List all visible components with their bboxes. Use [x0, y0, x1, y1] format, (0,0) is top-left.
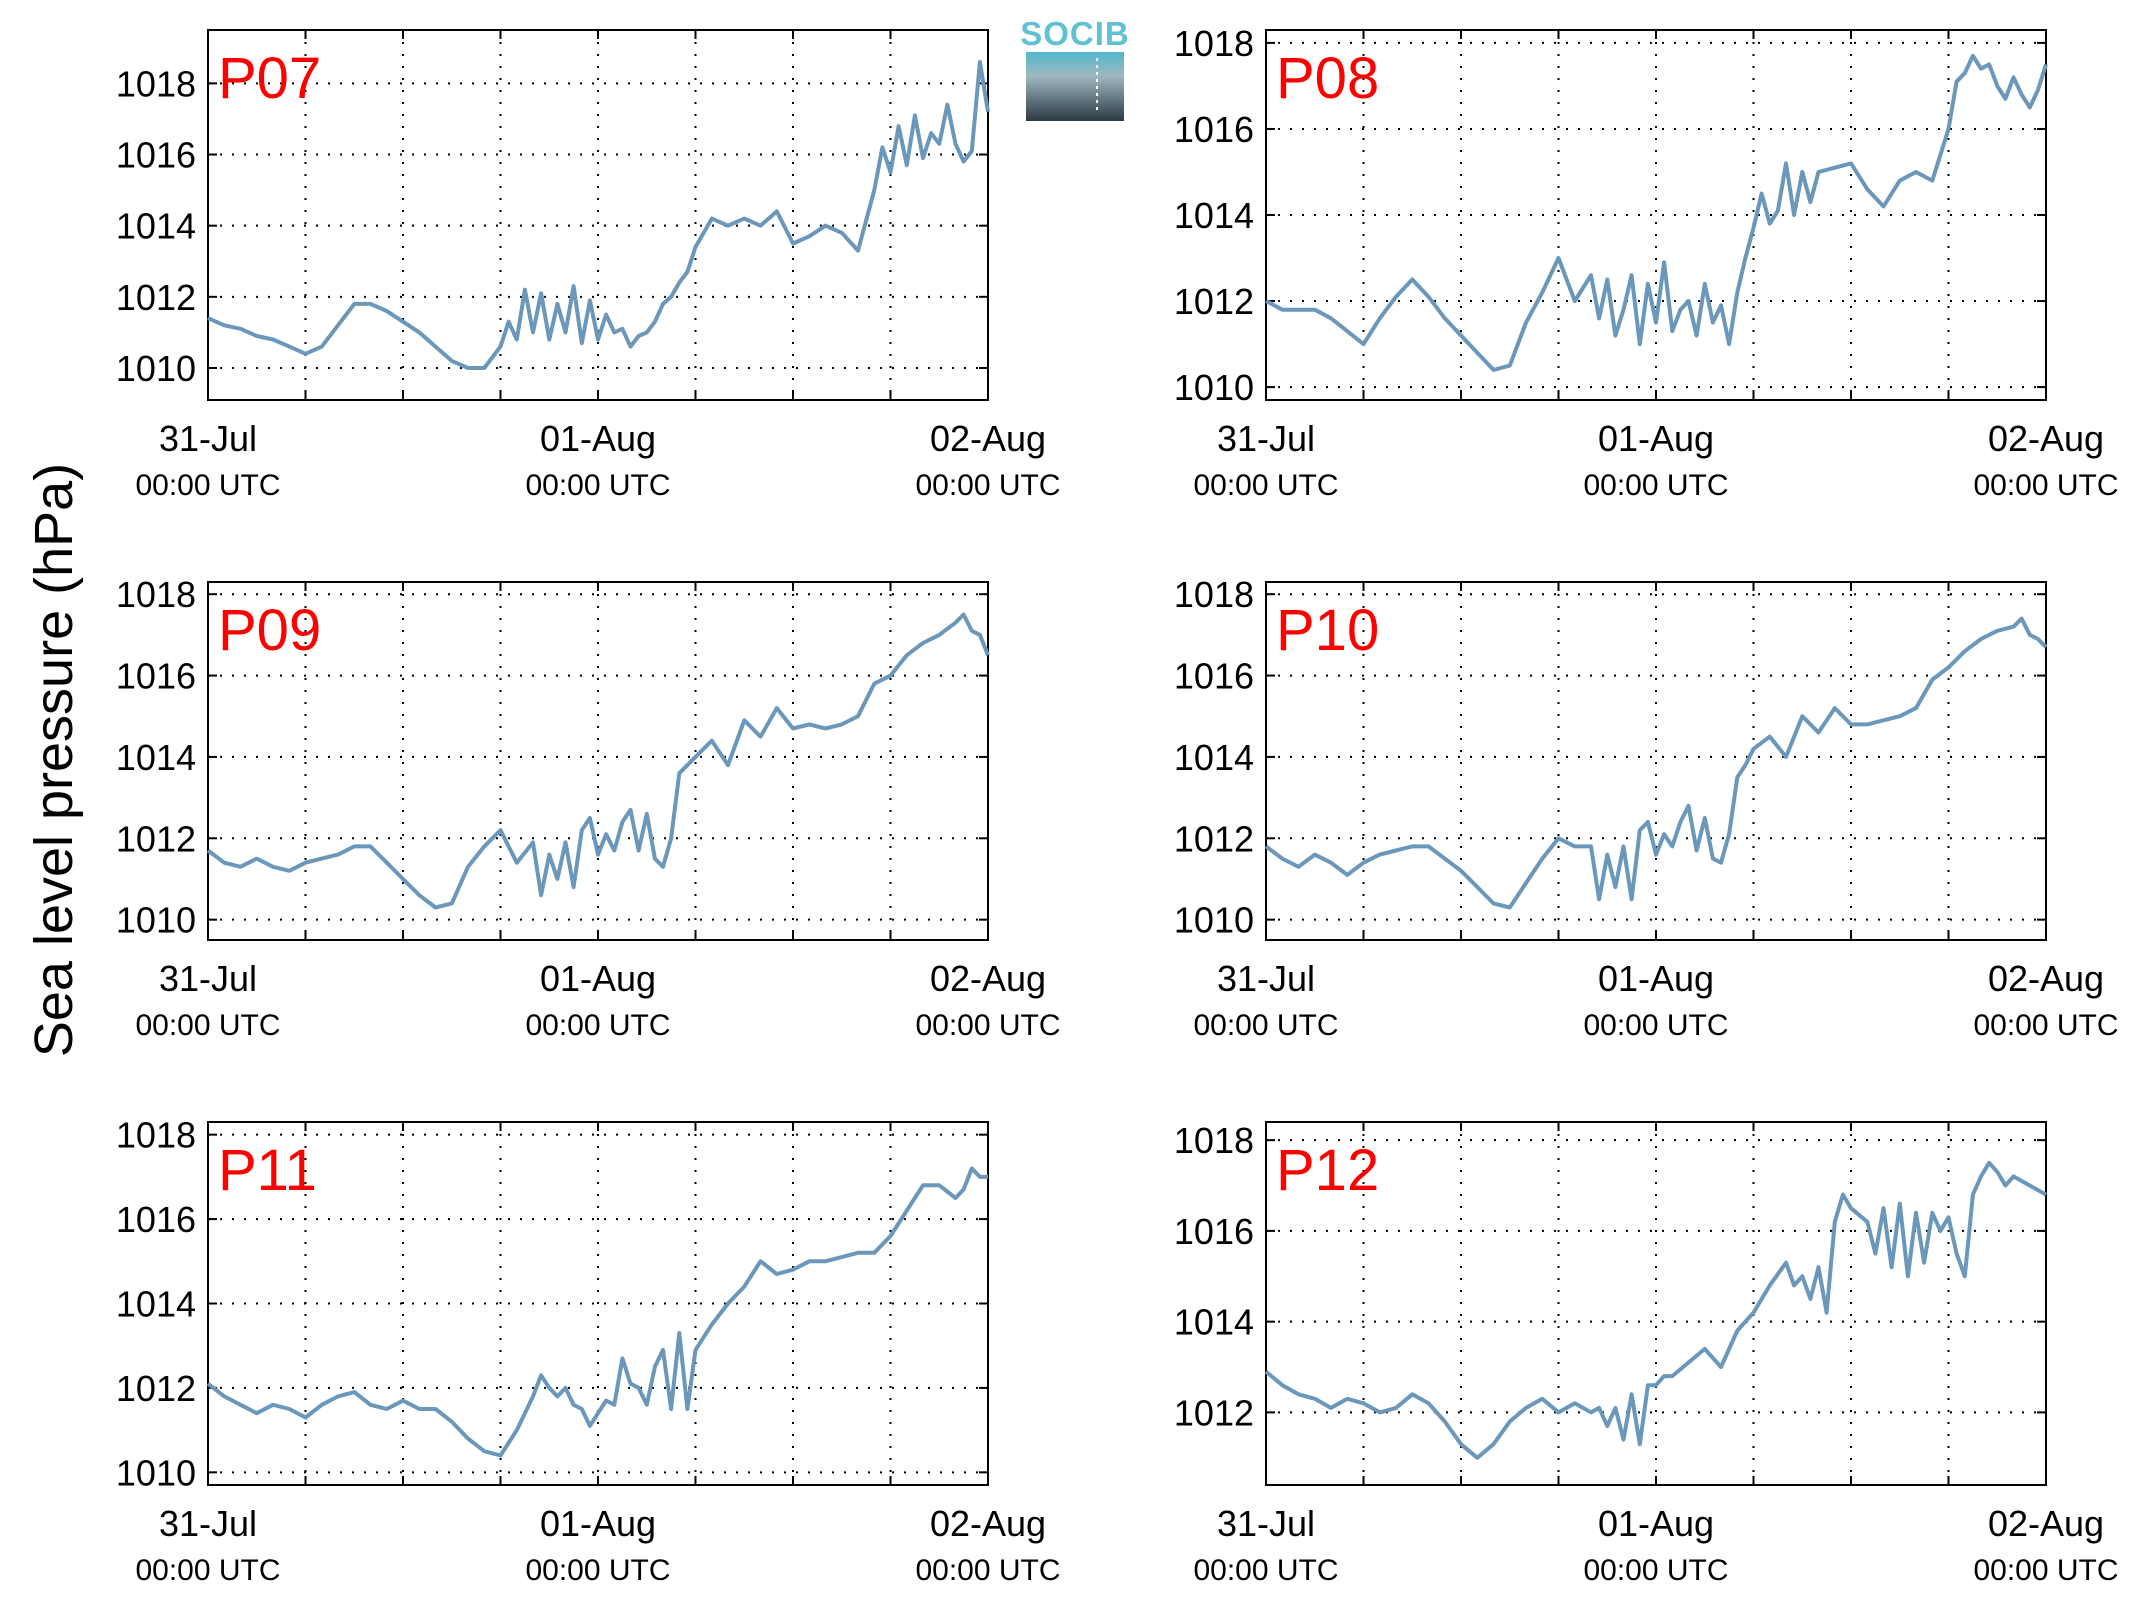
panel-label: P09	[218, 598, 321, 663]
y-tick-label: 1018	[1174, 574, 1254, 615]
y-tick-label: 1010	[116, 900, 196, 941]
panel-label: P12	[1276, 1138, 1379, 1203]
axes-frame	[1265, 29, 2047, 401]
x-tick-label-date: 02-Aug	[930, 1503, 1046, 1544]
chart-panel-p07: 1010 1012 1014 1016 1018 31-Jul 00:00 UTC 01-Au…	[116, 29, 1061, 502]
x-tick-label-date: 31-Jul	[159, 418, 257, 459]
y-tick-label: 1016	[1174, 109, 1254, 150]
y-tick-label: 1014	[1174, 737, 1254, 778]
axes-frame	[207, 581, 989, 941]
y-tick-label: 1012	[116, 818, 196, 859]
x-tick-label-time: 00:00 UTC	[1583, 1009, 1728, 1042]
x-tick-label-date: 02-Aug	[1988, 418, 2104, 459]
series-line-p08	[1265, 53, 2048, 372]
x-tick-label-date: 01-Aug	[540, 958, 656, 999]
x-tick-label-date: 02-Aug	[1988, 1503, 2104, 1544]
x-tick-label-time: 00:00 UTC	[915, 1009, 1060, 1042]
x-tick-label-time: 00:00 UTC	[135, 1554, 280, 1587]
y-tick-label: 1010	[116, 348, 196, 389]
y-tick-label: 1016	[116, 1199, 196, 1240]
y-tick-label: 1014	[116, 1284, 196, 1325]
x-tick-label-time: 00:00 UTC	[135, 469, 280, 502]
y-tick-label: 1018	[1174, 1120, 1254, 1161]
y-tick-label: 1012	[1174, 281, 1254, 322]
y-tick-label: 1010	[116, 1452, 196, 1493]
socib-logo-text: SOCIB	[1020, 15, 1130, 52]
y-axis-label: Sea level pressure (hPa)	[24, 463, 84, 1057]
x-tick-label-date: 31-Jul	[1217, 1503, 1315, 1544]
panel-label: P07	[218, 46, 321, 111]
axes-frame	[1265, 581, 2047, 941]
chart-panel-p11: 1010 1012 1014 1016 1018 31-Jul 00:00 UTC 01-Au…	[116, 1115, 1061, 1587]
chart-panel-p12: 1012 1014 1016 1018 31-Jul 00:00 UTC 01-Aug 00:…	[1174, 1120, 2119, 1587]
x-tick-label-time: 00:00 UTC	[525, 1009, 670, 1042]
x-tick-label-time: 00:00 UTC	[1193, 1009, 1338, 1042]
x-tick-label-date: 01-Aug	[540, 418, 656, 459]
x-tick-label-time: 00:00 UTC	[915, 1554, 1060, 1587]
series-line-p11	[206, 1166, 988, 1458]
series-line-p10	[1264, 616, 2048, 910]
y-tick-label: 1014	[116, 206, 196, 247]
x-tick-label-time: 00:00 UTC	[1973, 1009, 2118, 1042]
panel-label: P10	[1276, 598, 1379, 663]
y-tick-label: 1016	[1174, 1211, 1254, 1252]
series-line-p12	[1264, 1160, 2047, 1460]
x-tick-label-date: 02-Aug	[930, 418, 1046, 459]
x-tick-label-date: 31-Jul	[1217, 418, 1315, 459]
x-tick-label-time: 00:00 UTC	[1193, 1554, 1338, 1587]
y-tick-label: 1012	[116, 277, 196, 318]
y-tick-label: 1014	[1174, 1302, 1254, 1343]
x-tick-label-time: 00:00 UTC	[135, 1009, 280, 1042]
x-tick-label-time: 00:00 UTC	[1973, 469, 2118, 502]
x-tick-label-date: 01-Aug	[1598, 1503, 1714, 1544]
y-tick-label: 1012	[116, 1368, 196, 1409]
y-tick-label: 1012	[1174, 818, 1254, 859]
y-tick-label: 1016	[116, 656, 196, 697]
x-tick-label-time: 00:00 UTC	[525, 1554, 670, 1587]
y-tick-label: 1010	[1174, 367, 1254, 408]
y-tick-label: 1014	[116, 737, 196, 778]
x-tick-label-time: 00:00 UTC	[1193, 469, 1338, 502]
x-tick-label-date: 31-Jul	[159, 958, 257, 999]
y-tick-label: 1018	[1174, 23, 1254, 64]
y-tick-label: 1018	[116, 1115, 196, 1156]
x-tick-label-time: 00:00 UTC	[1583, 1554, 1728, 1587]
x-tick-label-date: 02-Aug	[930, 958, 1046, 999]
panel-label: P08	[1276, 46, 1379, 111]
x-tick-label-time: 00:00 UTC	[1583, 469, 1728, 502]
panel-label: P11	[218, 1138, 317, 1203]
x-tick-label-date: 01-Aug	[1598, 958, 1714, 999]
x-tick-label-time: 00:00 UTC	[525, 469, 670, 502]
y-tick-label: 1012	[1174, 1392, 1254, 1433]
y-tick-label: 1016	[116, 135, 196, 176]
x-tick-label-date: 01-Aug	[1598, 418, 1714, 459]
x-tick-label-date: 31-Jul	[1217, 958, 1315, 999]
y-tick-label: 1016	[1174, 656, 1254, 697]
chart-panel-p10: 1010 1012 1014 1016 1018 31-Jul 00:00 UTC 01-Au…	[1174, 574, 2119, 1042]
x-tick-label-time: 00:00 UTC	[915, 469, 1060, 502]
socib-logo: SOCIB	[1020, 15, 1130, 121]
y-tick-label: 1018	[116, 574, 196, 615]
x-tick-label-date: 02-Aug	[1988, 958, 2104, 999]
y-tick-label: 1010	[1174, 900, 1254, 941]
panels: 1010 1012 1014 1016 1018 31-Jul 00:00 UTC 01-Au…	[116, 23, 2119, 1587]
series-line-p07	[207, 60, 990, 370]
chart-panel-p09: 1010 1012 1014 1016 1018 31-Jul 00:00 UTC 01-Au…	[116, 574, 1061, 1042]
y-tick-label: 1014	[1174, 195, 1254, 236]
y-tick-label: 1018	[116, 63, 196, 104]
series-line-p09	[206, 612, 990, 910]
x-tick-label-date: 01-Aug	[540, 1503, 656, 1544]
x-tick-label-time: 00:00 UTC	[1973, 1554, 2118, 1587]
chart-panel-p08: 1010 1012 1014 1016 1018 31-Jul 00:00 UTC 01-Au…	[1174, 23, 2119, 502]
x-tick-label-date: 31-Jul	[159, 1503, 257, 1544]
